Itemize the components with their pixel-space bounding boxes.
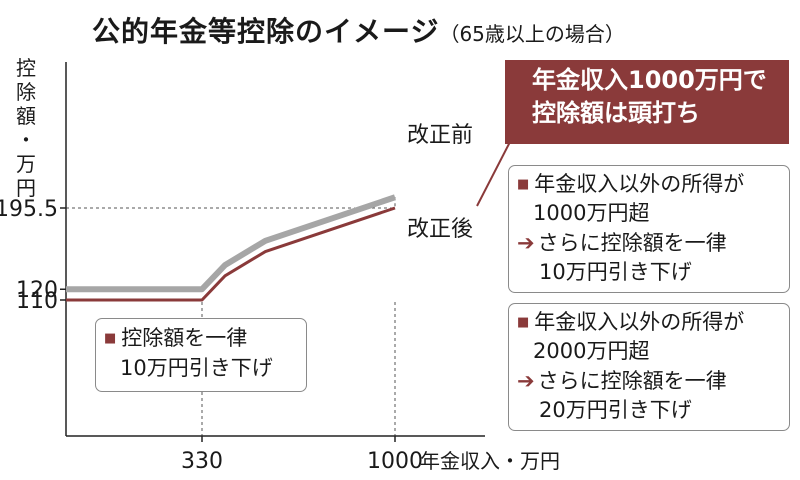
note-row: 2000万円超 <box>533 339 650 363</box>
note-text: さらに控除額を一律 <box>537 231 727 255</box>
chart-subtitle: （65歳以上の場合） <box>439 22 625 46</box>
x-tick-label: 1000 <box>367 449 423 474</box>
x-axis-label: 年金収入・万円 <box>420 449 560 473</box>
series-label-after: 改正後 <box>407 217 473 242</box>
callout-box <box>505 60 789 144</box>
series-label-before: 改正前 <box>407 123 473 148</box>
series-line-before <box>66 194 396 293</box>
note-row: ■ 年金収入以外の所得が <box>517 170 744 199</box>
note-row: ■ 年金収入以外の所得が <box>517 308 744 337</box>
note-box-income-1000: ■ 年金収入以外の所得が 1000万円超 ➔ さらに控除額を一律 10万円引き下げ <box>508 165 790 293</box>
bullet-icon: ■ <box>104 331 117 346</box>
series-lines <box>66 194 396 302</box>
chart-title-main: 公的年金等控除のイメージ <box>92 15 440 48</box>
arrow-right-icon: ➔ <box>517 231 535 255</box>
callout-pointer <box>476 137 513 207</box>
callout-text: 年金収入1000万円で 控除額は頭打ち <box>532 64 767 130</box>
chart-title: 公的年金等控除のイメージ（65歳以上の場合） <box>92 10 625 50</box>
note-row: 20万円引き下げ <box>539 398 692 422</box>
note-row: 1000万円超 <box>533 201 650 225</box>
note-row: ➔ さらに控除額を一律 <box>517 367 727 396</box>
note-row: ➔ さらに控除額を一律 <box>517 229 727 258</box>
y-axis-label-char: 円 <box>16 176 36 200</box>
y-axis-label-char: 控 <box>16 56 36 80</box>
note-text: 年金収入以外の所得が <box>534 172 745 196</box>
bullet-icon: ■ <box>517 177 530 192</box>
y-axis-label-char: 万 <box>16 152 36 176</box>
y-tick-label: 120 <box>16 278 58 303</box>
guide-lines <box>66 197 396 436</box>
note-row: ■ 控除額を一律 <box>104 324 247 353</box>
y-axis-label-char: 除 <box>16 80 36 104</box>
note-row: 10万円引き下げ <box>539 260 692 284</box>
arrow-right-icon: ➔ <box>517 369 535 393</box>
note-text: さらに控除額を一律 <box>537 369 727 393</box>
axis-ticks <box>60 207 396 442</box>
x-tick-label: 330 <box>181 449 223 474</box>
note-box-income-2000: ■ 年金収入以外の所得が 2000万円超 ➔ さらに控除額を一律 20万円引き下げ <box>508 303 790 431</box>
y-axis-label: 控 除 額 ・ 万 円 <box>14 56 38 200</box>
bullet-icon: ■ <box>517 315 530 330</box>
note-box-flat-cut: ■ 控除額を一律 10万円引き下げ <box>95 318 307 392</box>
callout-line-1: 年金収入1000万円で <box>532 66 767 94</box>
note-row: 10万円引き下げ <box>120 356 273 380</box>
note-text: 年金収入以外の所得が <box>534 310 745 334</box>
note-text: 控除額を一律 <box>121 326 248 350</box>
y-tick-label: 195.5 <box>0 197 58 222</box>
series-line-after <box>66 206 396 302</box>
callout-line-2: 控除額は頭打ち <box>532 99 700 127</box>
y-axis-label-char: ・ <box>16 128 36 152</box>
y-axis-label-char: 額 <box>16 104 36 128</box>
y-tick-label: 110 <box>16 289 58 314</box>
